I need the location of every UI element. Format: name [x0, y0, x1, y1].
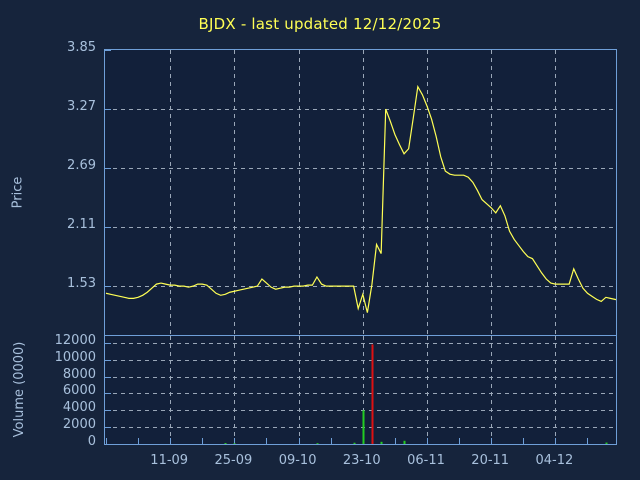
price-line-series	[105, 84, 616, 313]
volume-plot-panel	[104, 335, 617, 445]
x-axis-tick-label: 06-11	[407, 453, 445, 468]
x-axis-tick-label: 11-09	[150, 453, 189, 468]
price-axis-tick-label: 3.27	[67, 99, 96, 115]
volume-axis-tick-label: 8000	[62, 366, 96, 382]
x-axis-tick-label: 25-09	[214, 453, 253, 468]
volume-axis-tick-label: 4000	[62, 400, 96, 416]
price-axis-tick-label: 2.11	[67, 217, 96, 233]
x-axis-tick-label: 20-11	[471, 453, 510, 468]
x-axis-tick-label: 09-10	[278, 453, 317, 468]
price-plot-panel	[104, 49, 617, 336]
price-axis-tick-label: 3.85	[67, 40, 96, 55]
chart-title: BJDX - last updated 12/12/2025	[198, 15, 442, 33]
volume-axis-tick-label: 10000	[54, 349, 96, 365]
volume-axis-tick-label: 0	[87, 434, 96, 449]
x-axis-tick-label: 23-10	[342, 453, 381, 468]
volume-axis-tick-label: 2000	[62, 417, 96, 433]
price-axis-tick-label: 2.69	[67, 158, 96, 174]
volume-axis-tick-label: 6000	[62, 383, 96, 399]
volume-axis-tick-label: 12000	[54, 332, 96, 348]
price-axis-tick-label: 1.53	[67, 276, 96, 292]
x-axis-tick-label: 04-12	[535, 453, 574, 468]
